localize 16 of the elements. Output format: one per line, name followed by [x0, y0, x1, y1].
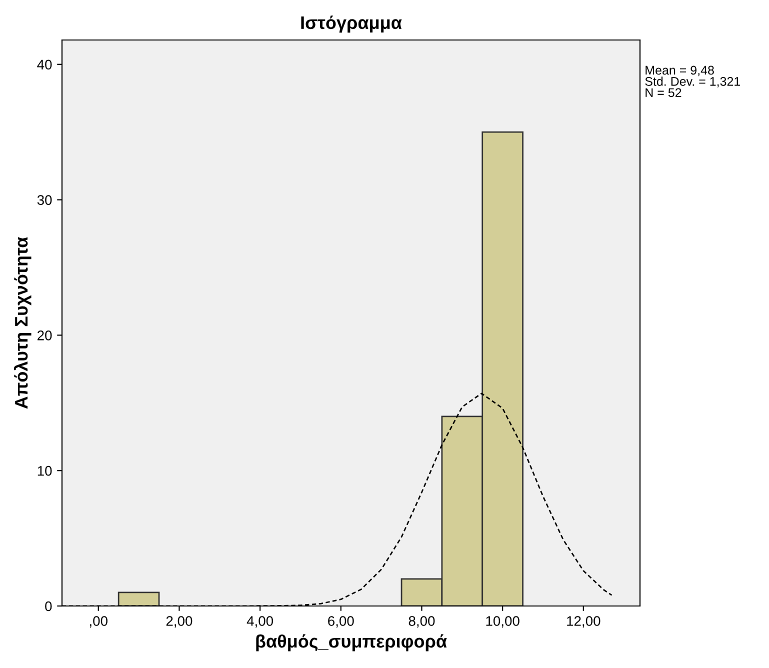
y-tick-label: 20 — [38, 330, 52, 340]
y-tick-label: 40 — [37, 60, 52, 70]
x-tick-label: 6,00 — [328, 616, 354, 628]
x-tick-label: ,00 — [90, 616, 108, 628]
y-tick-label: 10 — [38, 466, 52, 476]
y-axis-title: Απόλυτη Συχνότητα — [14, 237, 32, 409]
x-tick-label: 2,00 — [166, 616, 192, 628]
x-tick-label: 8,00 — [408, 616, 435, 628]
y-tick-label: 30 — [37, 195, 52, 205]
y-tick-label: 0 — [45, 601, 52, 612]
x-tick-label: 12,00 — [567, 616, 600, 628]
chart-title: Ιστόγραμμα — [301, 16, 402, 33]
x-axis-title: βαθμός_συμπεριφορά — [256, 634, 447, 652]
text: Mean = 9,48 Std. Dev. = 1,321 N = 52 — [645, 66, 740, 98]
x-tick-label: 10,00 — [486, 616, 520, 628]
x-tick-label: 4,00 — [246, 616, 274, 628]
